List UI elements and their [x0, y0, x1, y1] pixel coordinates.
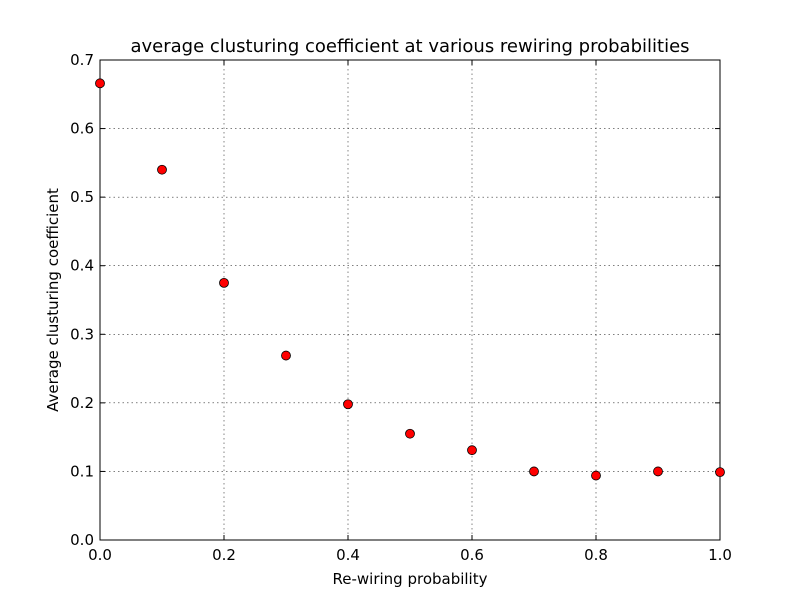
data-point [157, 164, 167, 175]
grid-lines [100, 60, 720, 540]
data-point [467, 445, 477, 456]
chart-title: average clusturing coefficient at variou… [130, 36, 689, 57]
data-point [653, 466, 663, 477]
data-point [715, 467, 725, 478]
y-tick-label: 0.1 [70, 462, 94, 480]
x-tick-label: 0.2 [212, 546, 236, 564]
x-tick-label: 1.0 [708, 546, 732, 564]
axis-ticks: 0.0 0.2 0.4 0.6 0.8 1.0 0.0 0.1 0.2 0.3 0.4 0.5 0.6 0… [70, 51, 732, 564]
y-axis-label: Average clusturing coefficient [44, 188, 62, 412]
data-point [405, 428, 415, 439]
y-tick-label: 0.4 [70, 257, 94, 275]
y-tick-label: 0.0 [70, 531, 94, 549]
x-tick-label: 0.6 [460, 546, 484, 564]
y-tick-label: 0.6 [70, 120, 94, 138]
data-point [95, 78, 105, 89]
data-points [95, 78, 725, 481]
x-tick-label: 0.0 [88, 546, 112, 564]
x-tick-label: 0.8 [584, 546, 608, 564]
data-point [219, 277, 229, 288]
x-axis-label: Re-wiring probability [333, 570, 488, 588]
y-tick-label: 0.5 [70, 188, 94, 206]
y-tick-label: 0.2 [70, 394, 94, 412]
data-point [281, 350, 291, 361]
y-tick-label: 0.7 [70, 51, 94, 69]
data-point [343, 399, 353, 410]
y-tick-label: 0.3 [70, 325, 94, 343]
data-point [529, 466, 539, 477]
x-tick-label: 0.4 [336, 546, 360, 564]
data-point [591, 470, 601, 481]
plot-area-frame [99, 59, 721, 541]
